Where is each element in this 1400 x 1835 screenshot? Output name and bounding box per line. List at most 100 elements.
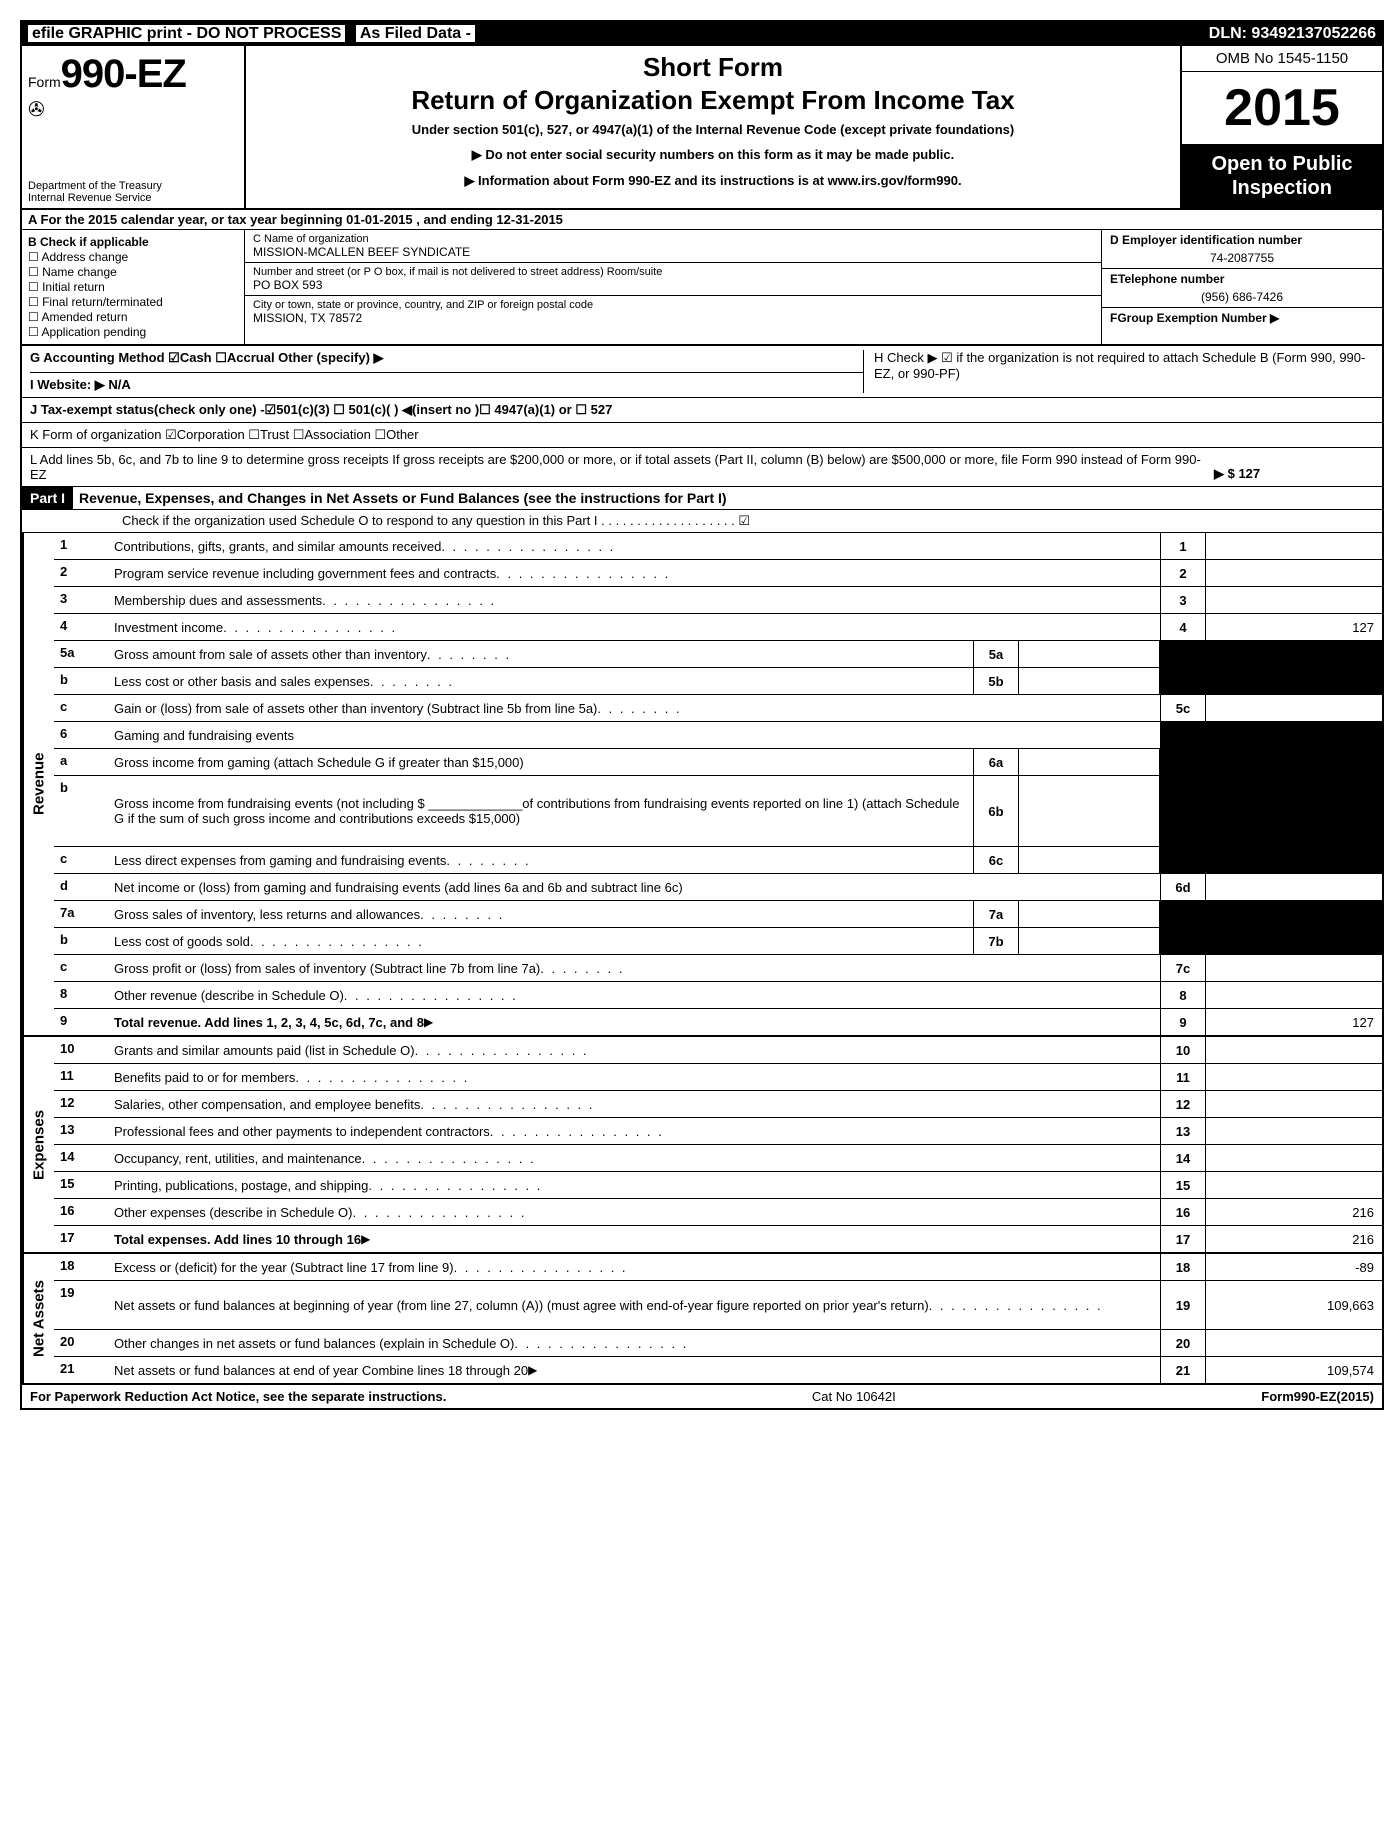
chk-final[interactable]: Final return/terminated (28, 295, 238, 309)
expenses-section: Expenses 10Grants and similar amounts pa… (22, 1037, 1382, 1254)
ln15-desc: Printing, publications, postage, and shi… (110, 1172, 1160, 1198)
org-city: MISSION, TX 78572 (253, 311, 1093, 325)
box-b: B Check if applicable Address change Nam… (22, 230, 245, 344)
ln5b-desc: Less cost or other basis and sales expen… (110, 668, 973, 694)
ln5b-shade2 (1205, 668, 1382, 694)
box-b-title: B Check if applicable (28, 235, 238, 249)
part1-header: Part I Revenue, Expenses, and Changes in… (22, 487, 1382, 510)
ln15-box: 15 (1160, 1172, 1205, 1198)
vlabel-netassets: Net Assets (22, 1254, 54, 1383)
ln5b-ibox: 5b (973, 668, 1019, 694)
ln6b-ibox: 6b (973, 776, 1019, 846)
ln6c-desc: Less direct expenses from gaming and fun… (110, 847, 973, 873)
ln7b-shade2 (1205, 928, 1382, 954)
efile-notice: efile GRAPHIC print - DO NOT PROCESS As … (28, 25, 475, 43)
ln8-amt (1205, 982, 1382, 1008)
ln6a-shade (1160, 749, 1205, 775)
form-number: 990-EZ (61, 52, 186, 96)
ln7a-desc: Gross sales of inventory, less returns a… (110, 901, 973, 927)
ln5b-num: b (54, 668, 110, 694)
ln17-desc: Total expenses. Add lines 10 through 16 (110, 1226, 1160, 1252)
ln7c-desc: Gross profit or (loss) from sales of inv… (110, 955, 1160, 981)
part1-label: Part I (22, 487, 73, 509)
ln6c-iamt (1019, 847, 1160, 873)
ln9-amt: 127 (1205, 1009, 1382, 1035)
ln1-num: 1 (54, 533, 110, 559)
ln14-amt (1205, 1145, 1382, 1171)
asfiled-text: As Filed Data - (356, 25, 475, 42)
ln9-num: 9 (54, 1009, 110, 1035)
tax-year: 2015 (1182, 72, 1382, 144)
ln5b-iamt (1019, 668, 1160, 694)
ln2-desc: Program service revenue including govern… (110, 560, 1160, 586)
ln19-amt: 109,663 (1205, 1281, 1382, 1329)
ln10-num: 10 (54, 1037, 110, 1063)
ln17-num: 17 (54, 1226, 110, 1252)
box-d: D Employer identification number 74-2087… (1101, 230, 1382, 344)
ln14-desc: Occupancy, rent, utilities, and maintena… (110, 1145, 1160, 1171)
chk-name[interactable]: Name change (28, 265, 238, 279)
ln7a-num: 7a (54, 901, 110, 927)
ln13-amt (1205, 1118, 1382, 1144)
ln17-box: 17 (1160, 1226, 1205, 1252)
ln15-amt (1205, 1172, 1382, 1198)
ln8-desc: Other revenue (describe in Schedule O) (110, 982, 1160, 1008)
ln10-box: 10 (1160, 1037, 1205, 1063)
part1-title: Revenue, Expenses, and Changes in Net As… (73, 487, 733, 509)
ln7b-iamt (1019, 928, 1160, 954)
ln7b-desc: Less cost of goods sold (110, 928, 973, 954)
ln18-num: 18 (54, 1254, 110, 1280)
ln6c-shade (1160, 847, 1205, 873)
ln18-desc: Excess or (deficit) for the year (Subtra… (110, 1254, 1160, 1280)
ein: 74-2087755 (1110, 247, 1374, 265)
ln5c-amt (1205, 695, 1382, 721)
title-return: Return of Organization Exempt From Incom… (256, 85, 1170, 116)
ln6d-box: 6d (1160, 874, 1205, 900)
ln3-num: 3 (54, 587, 110, 613)
ln8-box: 8 (1160, 982, 1205, 1008)
dept-treasury: Department of the Treasury (28, 180, 162, 192)
ln14-num: 14 (54, 1145, 110, 1171)
ln6a-desc: Gross income from gaming (attach Schedul… (110, 749, 973, 775)
ln12-amt (1205, 1091, 1382, 1117)
ln9-desc: Total revenue. Add lines 1, 2, 3, 4, 5c,… (110, 1009, 1160, 1035)
ln21-desc: Net assets or fund balances at end of ye… (110, 1357, 1160, 1383)
dept-irs: Internal Revenue Service (28, 192, 162, 204)
ln7b-num: b (54, 928, 110, 954)
org-name: MISSION-MCALLEN BEEF SYNDICATE (253, 245, 1093, 259)
row-h: H Check ▶ ☑ if the organization is not r… (863, 350, 1374, 393)
ln20-num: 20 (54, 1330, 110, 1356)
ln6c-ibox: 6c (973, 847, 1019, 873)
mid-rows: G Accounting Method ☑Cash ☐Accrual Other… (22, 346, 1382, 487)
ln12-num: 12 (54, 1091, 110, 1117)
lbl-org-name: C Name of organization (253, 233, 1093, 245)
ln4-box: 4 (1160, 614, 1205, 640)
irs-link[interactable]: www.irs.gov/form990 (828, 173, 958, 188)
footer: For Paperwork Reduction Act Notice, see … (22, 1383, 1382, 1408)
ln7a-shade (1160, 901, 1205, 927)
row-l-amt: ▶ $ 127 (1214, 452, 1374, 482)
footer-left: For Paperwork Reduction Act Notice, see … (30, 1389, 446, 1404)
ln6b-shade (1160, 776, 1205, 846)
ln2-num: 2 (54, 560, 110, 586)
chk-amended[interactable]: Amended return (28, 310, 238, 324)
ln11-amt (1205, 1064, 1382, 1090)
chk-pending[interactable]: Application pending (28, 325, 238, 339)
note-ssn: ▶ Do not enter social security numbers o… (256, 147, 1170, 163)
chk-address[interactable]: Address change (28, 250, 238, 264)
lbl-ein: D Employer identification number (1110, 233, 1374, 247)
lbl-city: City or town, state or province, country… (253, 299, 1093, 311)
ln4-amt: 127 (1205, 614, 1382, 640)
ln5a-shade (1160, 641, 1205, 667)
netassets-section: Net Assets 18Excess or (deficit) for the… (22, 1254, 1382, 1383)
ln20-box: 20 (1160, 1330, 1205, 1356)
ln6b-desc: Gross income from fundraising events (no… (110, 776, 973, 846)
lbl-address: Number and street (or P O box, if mail i… (253, 266, 1093, 278)
ln7b-shade (1160, 928, 1205, 954)
note-info-text: ▶ Information about Form 990-EZ and its … (464, 173, 824, 188)
ln6-num: 6 (54, 722, 110, 748)
ln16-num: 16 (54, 1199, 110, 1225)
top-bar: efile GRAPHIC print - DO NOT PROCESS As … (22, 22, 1382, 46)
ln7a-iamt (1019, 901, 1160, 927)
chk-initial[interactable]: Initial return (28, 280, 238, 294)
